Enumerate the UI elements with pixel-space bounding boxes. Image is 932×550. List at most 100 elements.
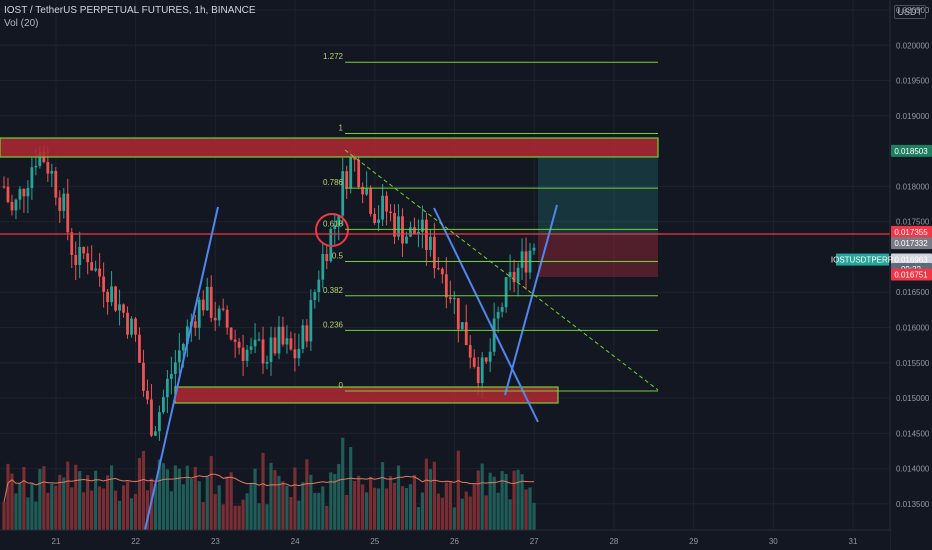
price-tag xyxy=(891,253,932,266)
volume-bar xyxy=(408,484,413,530)
position-target-box[interactable] xyxy=(538,157,658,235)
volume-bar xyxy=(50,483,54,530)
volume-bar xyxy=(524,489,528,530)
candle-body xyxy=(444,274,448,298)
volume-bar xyxy=(173,465,177,530)
time-tick-label: 28 xyxy=(609,537,618,546)
candle-body xyxy=(58,197,62,211)
currency-label[interactable]: USDT xyxy=(893,5,926,19)
candle-body xyxy=(134,318,137,335)
candle-body xyxy=(289,338,293,350)
volume-bar xyxy=(78,471,82,530)
volume-bar xyxy=(369,476,373,530)
candle-body xyxy=(468,345,472,358)
volume-bar xyxy=(520,474,524,530)
symbol-price-tag-label: IOSTUSDTPERP xyxy=(831,256,893,265)
candle-body xyxy=(14,199,18,211)
fib-trend-dashed[interactable] xyxy=(344,149,659,391)
volume-bar xyxy=(293,467,297,530)
volume-bar xyxy=(193,466,197,530)
volume-bar xyxy=(472,484,476,530)
volume-bar xyxy=(325,505,329,530)
candle-body xyxy=(429,236,432,250)
volume-bar xyxy=(98,486,102,530)
time-axis[interactable]: 21 22 23 24 25 26 27 28 29 30 31 xyxy=(0,529,890,550)
volume-bar xyxy=(337,463,341,530)
candle-body xyxy=(213,317,217,321)
volume-bar xyxy=(496,492,500,530)
fib-level-label: 0.618 xyxy=(323,219,344,228)
candle-body xyxy=(245,349,249,361)
candle-body xyxy=(54,170,58,198)
candle-body xyxy=(389,211,392,214)
volume-bar xyxy=(353,480,357,530)
price-tick-label: 0.019500 xyxy=(896,77,930,86)
candle-body xyxy=(90,262,94,271)
candle-body xyxy=(82,246,86,254)
circle-marker[interactable] xyxy=(315,213,349,247)
volume-bar xyxy=(468,496,472,530)
candle-body xyxy=(293,349,297,359)
volume-bar xyxy=(313,492,317,530)
position-stop-box[interactable] xyxy=(538,235,658,277)
price-tick-label: 0.020000 xyxy=(896,41,930,50)
price-tag xyxy=(891,144,932,157)
volume-indicator-label[interactable]: Vol (20) xyxy=(4,18,39,29)
volume-bar xyxy=(54,485,58,530)
candle-body xyxy=(257,339,261,341)
candle-body xyxy=(74,254,78,265)
candle-body xyxy=(317,279,321,293)
candle-body xyxy=(520,251,524,268)
candle-body xyxy=(357,159,361,188)
volume-bar xyxy=(66,461,70,530)
volume-bar xyxy=(376,488,381,530)
symbol-title[interactable]: IOST / TetherUS PERPETUAL FUTURES, 1h, B… xyxy=(4,5,256,16)
candle-body xyxy=(150,399,153,436)
candle-body xyxy=(313,292,317,301)
candle-body xyxy=(34,165,38,168)
volume-bar xyxy=(129,498,134,530)
candle-body xyxy=(325,254,329,262)
candle-body xyxy=(277,326,281,354)
volume-bar xyxy=(357,475,361,530)
volume-bar xyxy=(261,452,265,530)
fibonacci-retracement[interactable]: 1.272 1 0.786 0.618 0.5 0.382 0.236 0 xyxy=(323,52,658,392)
candle-body xyxy=(241,347,245,361)
volume-bar xyxy=(285,485,289,530)
volume-bar xyxy=(388,476,393,530)
price-tag xyxy=(891,268,932,281)
volume-bar xyxy=(404,488,409,530)
volume-bar xyxy=(384,488,389,530)
candle-body xyxy=(432,236,436,269)
candle-body xyxy=(452,298,456,300)
volume-bar xyxy=(6,463,10,530)
candle-body xyxy=(500,307,504,312)
volume-bar xyxy=(361,484,365,530)
volume-bar xyxy=(456,450,460,530)
time-tick-label: 30 xyxy=(769,537,778,546)
candle-body xyxy=(237,341,241,348)
price-tag-label: 0.017332 xyxy=(894,239,928,248)
candle-body xyxy=(333,225,337,229)
volume-bar xyxy=(452,507,456,530)
trendline-blue-3[interactable] xyxy=(504,204,558,396)
volume-bar xyxy=(241,499,245,530)
candle-body xyxy=(50,170,54,174)
volume-bar xyxy=(74,464,78,530)
volume-bar xyxy=(245,493,249,530)
support-zone[interactable] xyxy=(174,386,559,404)
volume-bar xyxy=(34,501,38,530)
volume-bar xyxy=(2,501,6,530)
volume-bar xyxy=(125,481,130,530)
volume-bar xyxy=(329,472,333,530)
candle-body xyxy=(345,171,349,189)
time-tick-label: 27 xyxy=(530,537,539,546)
candle-body xyxy=(146,390,149,400)
price-tags: 0.0185030.0173550.0173320.01696309:320.0… xyxy=(831,144,932,281)
resistance-zone[interactable] xyxy=(0,137,659,158)
trendline-blue-1[interactable] xyxy=(144,206,219,531)
candle-body xyxy=(169,373,173,379)
trendline-blue-2[interactable] xyxy=(433,207,539,423)
candle-body xyxy=(177,350,181,363)
